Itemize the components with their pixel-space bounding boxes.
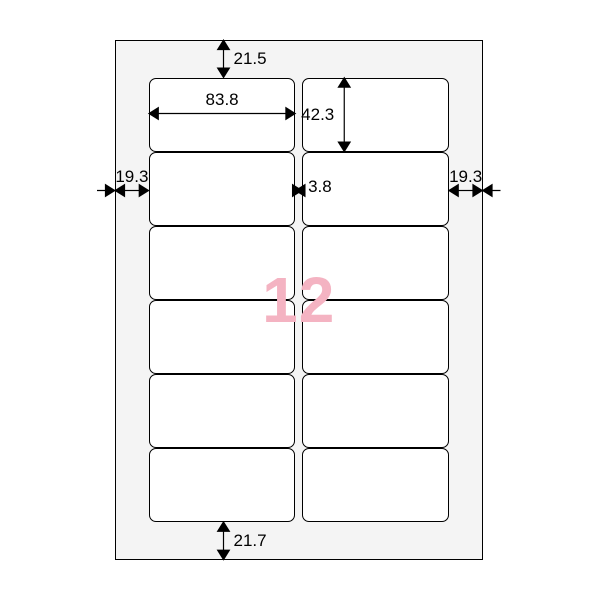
diagram-stage: 21.5 83.8 42.3 19.3 3.8 19.3 21.7 12: [0, 0, 600, 600]
label-count: 12: [262, 263, 335, 337]
dim-col_gap: 3.8: [308, 177, 332, 197]
dim-right_margin: 19.3: [449, 167, 482, 187]
dim-label_height: 42.3: [301, 105, 334, 125]
dim-top_margin: 21.5: [234, 49, 267, 69]
dim-left_margin: 19.3: [115, 167, 148, 187]
dim-label_width: 83.8: [206, 90, 239, 110]
dim-bottom_margin: 21.7: [234, 531, 267, 551]
